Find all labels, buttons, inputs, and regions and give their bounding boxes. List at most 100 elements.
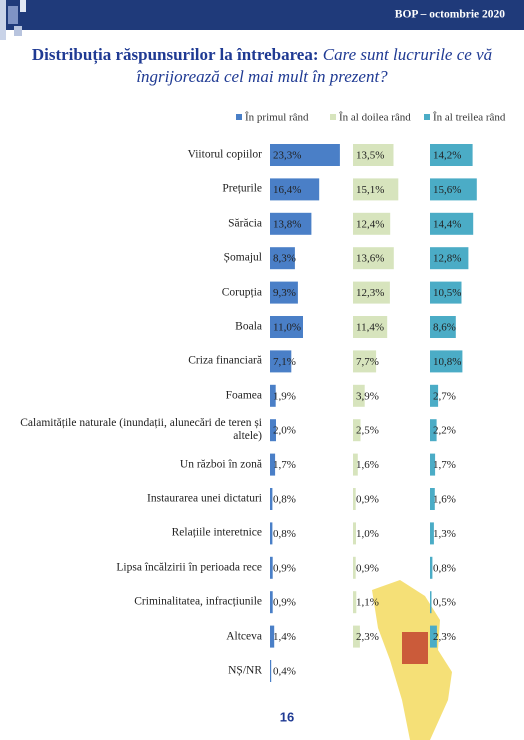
value-label: 15,1%: [356, 184, 384, 196]
bar: [270, 419, 276, 442]
bar: [353, 453, 358, 476]
value-label: 1,0%: [356, 528, 379, 540]
value-label: 0,8%: [433, 562, 456, 574]
bar: [430, 178, 477, 201]
value-label: 2,0%: [273, 425, 296, 437]
bar: [353, 178, 399, 201]
category-label: Instaurarea unei dictaturi: [147, 492, 262, 505]
bar: [430, 247, 469, 270]
bar: [270, 316, 303, 338]
value-label: 1,7%: [433, 459, 456, 471]
decor: [0, 0, 6, 40]
bar: [270, 556, 273, 579]
bar: [353, 384, 365, 407]
category-label: Criza financiară: [188, 354, 262, 367]
legend-swatch: [330, 114, 336, 120]
value-label: 23,3%: [273, 150, 301, 162]
bar: [270, 453, 276, 476]
category-label: Viitorul copiilor: [187, 148, 262, 161]
value-label: 12,8%: [433, 253, 461, 265]
value-label: 1,6%: [356, 459, 379, 471]
value-label: 12,3%: [356, 287, 384, 299]
bar: [430, 556, 433, 579]
value-label: 0,9%: [273, 562, 296, 574]
bar: [270, 488, 273, 510]
bar: [430, 488, 435, 510]
bar: [353, 316, 388, 338]
value-label: 2,3%: [356, 631, 379, 643]
value-label: 0,8%: [273, 494, 296, 506]
value-label: 1,9%: [273, 390, 296, 402]
value-label: 10,8%: [433, 356, 461, 368]
bar: [430, 384, 439, 407]
value-label: 1,4%: [273, 631, 296, 643]
category-label: Un război în zonă: [179, 458, 262, 471]
category-label: Corupția: [221, 286, 262, 299]
value-label: 12,4%: [356, 218, 384, 230]
bar: [430, 350, 463, 373]
bar: [270, 212, 312, 235]
value-label: 11,0%: [273, 322, 301, 334]
bar: [270, 660, 272, 682]
category-label: Criminalitatea, infracțiunile: [134, 595, 262, 608]
bar: [353, 281, 390, 304]
bar: [353, 212, 391, 235]
category-label: Boala: [235, 320, 262, 333]
value-label: 15,6%: [433, 184, 461, 196]
value-label: 11,4%: [356, 322, 384, 334]
value-label: 1,7%: [273, 459, 296, 471]
bar: [430, 281, 462, 304]
bar: [353, 591, 357, 614]
value-label: 9,3%: [273, 287, 296, 299]
value-label: 10,5%: [433, 287, 461, 299]
bar: [430, 453, 436, 476]
bar: [270, 625, 275, 648]
value-label: 13,5%: [356, 150, 384, 162]
category-label: Foamea: [225, 389, 262, 402]
bar: [270, 178, 320, 201]
bar: [430, 419, 437, 442]
value-label: 2,5%: [356, 425, 379, 437]
value-label: 2,2%: [433, 425, 456, 437]
bar: [430, 316, 456, 338]
legend-label: În primul rând: [245, 112, 309, 124]
category-label: Șomajul: [223, 251, 262, 264]
bar: [353, 522, 356, 545]
value-label: 13,8%: [273, 218, 301, 230]
value-label: 8,6%: [433, 322, 456, 334]
bar: [270, 522, 273, 545]
value-label: 14,4%: [433, 218, 461, 230]
decor: [14, 26, 22, 36]
value-label: 8,3%: [273, 253, 296, 265]
legend-label: În al doilea rând: [339, 112, 411, 124]
value-label: 0,9%: [356, 494, 379, 506]
category-label: Lipsa încălzirii în perioada rece: [116, 561, 262, 574]
decor: [8, 6, 18, 24]
bar: [270, 591, 273, 614]
bar: [353, 247, 394, 270]
title: Distribuția răspunsurilor la întrebarea:…: [20, 44, 504, 88]
header-bar: [0, 0, 524, 30]
category-label: NȘ/NR: [228, 664, 262, 677]
value-label: 1,6%: [433, 494, 456, 506]
value-label: 1,1%: [356, 597, 379, 609]
value-label: 2,3%: [433, 631, 456, 643]
value-label: 0,9%: [273, 597, 296, 609]
value-label: 14,2%: [433, 150, 461, 162]
value-label: 0,5%: [433, 597, 456, 609]
category-label: Altceva: [226, 630, 262, 643]
legend-swatch: [424, 114, 430, 120]
value-label: 7,1%: [273, 356, 296, 368]
bar: [270, 384, 276, 407]
bar: [270, 350, 292, 373]
legend-swatch: [236, 114, 242, 120]
category-label: Prețurile: [222, 182, 262, 195]
bar: [430, 144, 473, 166]
bar: [353, 144, 394, 166]
value-label: 0,9%: [356, 562, 379, 574]
value-label: 0,8%: [273, 528, 296, 540]
bar: [353, 625, 360, 648]
value-label: 13,6%: [356, 253, 384, 265]
